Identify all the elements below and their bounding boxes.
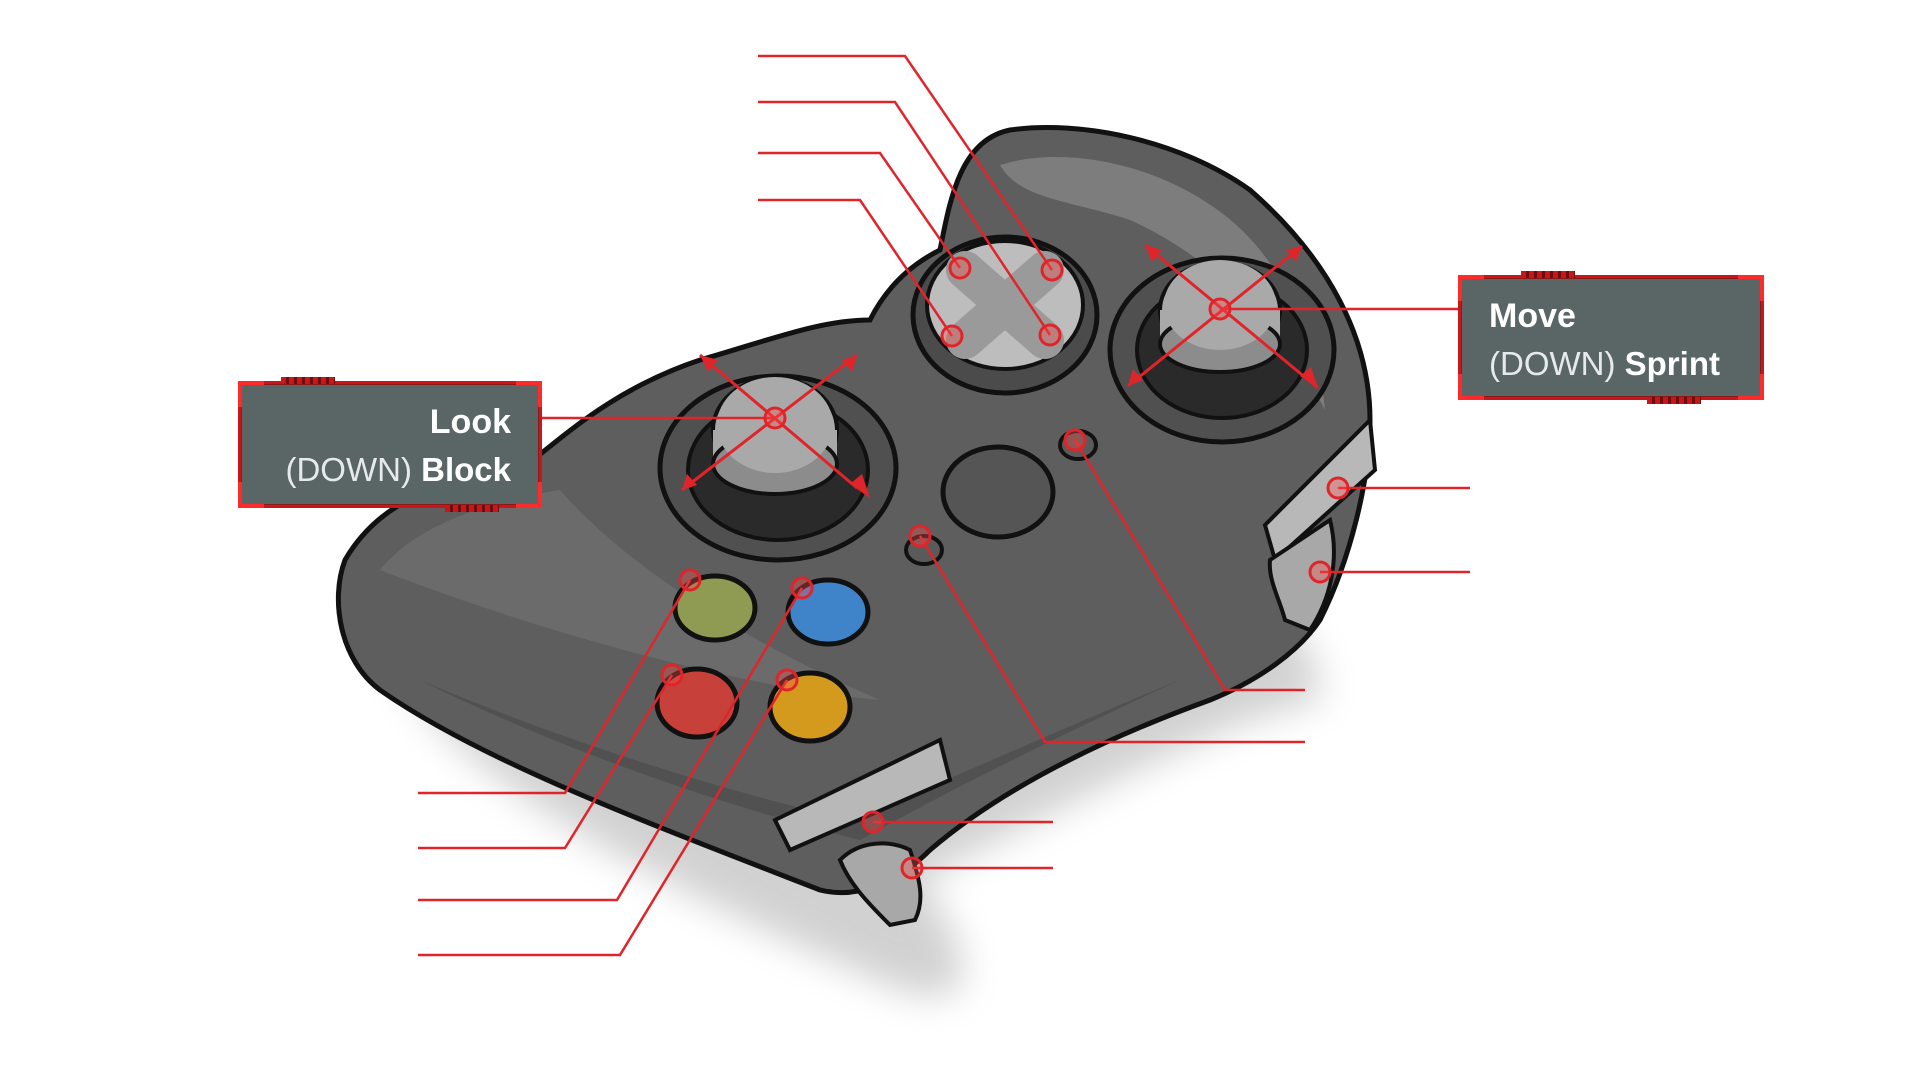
- move-action-label: Move: [1489, 297, 1576, 335]
- callout-notch: [445, 505, 499, 512]
- look-alt-line: (DOWN) Block: [269, 446, 511, 494]
- marker-dots: [660, 256, 1350, 880]
- callout-corner: [1738, 275, 1764, 301]
- callout-corner: [1458, 374, 1484, 400]
- right-bumper-icon[interactable]: [1262, 415, 1378, 633]
- callout-corner: [516, 482, 542, 508]
- look-alt-action-label: Block: [421, 451, 511, 488]
- body-highlight-left: [380, 490, 880, 700]
- move-alt-action-label: Sprint: [1624, 345, 1720, 382]
- callout-corner: [238, 381, 264, 407]
- callout-corner: [1458, 275, 1484, 301]
- left-bumper-icon[interactable]: [772, 737, 953, 928]
- look-callout: Look (DOWN) Block: [238, 377, 542, 512]
- callout-notch: [1647, 397, 1701, 404]
- callout-notch: [281, 377, 335, 384]
- move-alt-line: (DOWN) Sprint: [1489, 340, 1733, 388]
- callout-corner: [516, 381, 542, 407]
- left-stick-icon[interactable]: [657, 373, 899, 563]
- move-callout: Move (DOWN) Sprint: [1458, 271, 1764, 404]
- look-action-label: Look: [429, 403, 511, 441]
- arrow-heads: [682, 245, 1318, 498]
- dpad-icon[interactable]: [910, 234, 1100, 396]
- guide-button[interactable]: [940, 444, 1056, 540]
- leader-lines: [418, 54, 1470, 957]
- button-red[interactable]: [654, 666, 740, 740]
- callout-corner: [1738, 374, 1764, 400]
- right-stick-icon[interactable]: [1107, 255, 1337, 445]
- callout-notch: [1521, 271, 1575, 278]
- look-modifier-label: (DOWN): [285, 451, 412, 488]
- callout-corner: [238, 482, 264, 508]
- move-modifier-label: (DOWN): [1489, 345, 1616, 382]
